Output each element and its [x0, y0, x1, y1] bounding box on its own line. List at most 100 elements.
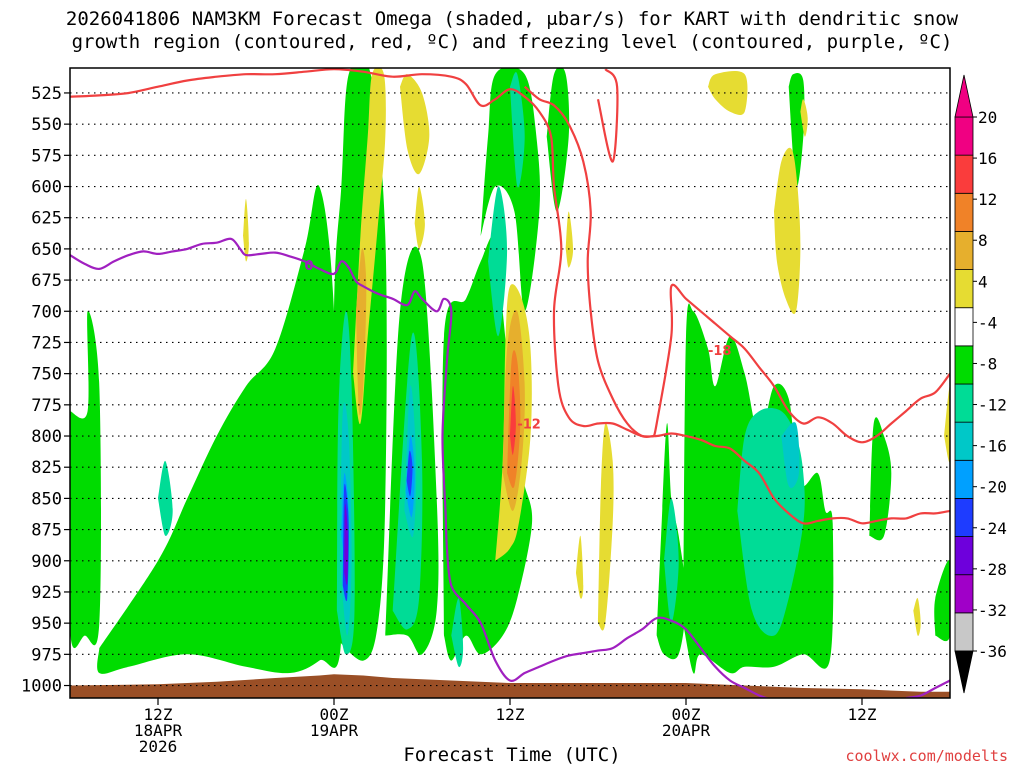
xtick-label: 2026	[139, 737, 178, 756]
omega-region-y4	[243, 198, 249, 262]
omega-region-g12	[510, 72, 525, 188]
ytick-label: 975	[31, 645, 62, 665]
chart-title-line-1: 2026041806 NAM3KM Forecast Omega (shaded…	[65, 8, 959, 30]
ytick-label: 725	[31, 333, 62, 353]
xtick-label: 20APR	[662, 721, 711, 740]
colorbar-segment	[954, 421, 974, 461]
colorbar-label: -4	[978, 313, 997, 332]
xtick-label: 00Z	[672, 705, 701, 724]
colorbar-label: 16	[978, 149, 997, 168]
contour-label: -12	[517, 418, 541, 433]
pressure-axis: 525 550 575 600 625 650 675 700 725 750 775 800 825 8…	[21, 84, 70, 697]
contour-dgz_cold3	[652, 283, 950, 444]
colorbar-label: -12	[978, 396, 1007, 415]
contour-label: 0	[305, 259, 314, 274]
ytick-label: 1000	[21, 677, 62, 697]
chart-title-line-2: growth region (contoured, red, ºC) and f…	[71, 31, 953, 53]
ytick-label: 850	[31, 489, 62, 509]
colorbar-segment	[954, 231, 974, 270]
xtick-label: 18APR	[134, 721, 183, 740]
omega-region-g28	[344, 503, 349, 585]
omega-region-y4	[414, 186, 425, 249]
colorbar-segment	[954, 459, 974, 499]
ytick-label: 550	[31, 115, 62, 135]
omega-region-g8	[97, 184, 342, 674]
omega-region-g16	[781, 422, 800, 489]
colorbar-label: 12	[978, 190, 997, 209]
ytick-label: 600	[31, 178, 62, 198]
ytick-label: 875	[31, 521, 62, 541]
colorbar-segment	[954, 383, 974, 423]
contour-freezing_tail	[905, 679, 950, 698]
contour-label: -18	[708, 344, 732, 359]
pressure-gridlines	[70, 92, 950, 687]
omega-region-g8	[70, 310, 101, 648]
xtick-label: 00Z	[320, 705, 349, 724]
ytick-label: 800	[31, 427, 62, 447]
ytick-label: 525	[31, 84, 62, 104]
terrain-fill	[70, 674, 950, 698]
ytick-label: 675	[31, 271, 62, 291]
ytick-label: 700	[31, 302, 62, 322]
colorbar-segment	[954, 574, 974, 614]
omega-region-g12	[451, 598, 464, 668]
colorbar-segment	[954, 612, 974, 652]
contour-lines: -12 -18 0	[70, 68, 950, 698]
colorbar-segment	[954, 269, 974, 309]
omega-region-g8	[442, 234, 533, 661]
ytick-label: 750	[31, 365, 62, 385]
ytick-label: 950	[31, 614, 62, 634]
ytick-label: 925	[31, 583, 62, 603]
omega-region-g8	[788, 72, 805, 188]
colorbar-segment	[954, 498, 974, 537]
colorbar-segment	[954, 192, 974, 232]
colorbar-label: -28	[978, 560, 1007, 579]
colorbar-segment	[954, 307, 974, 347]
credit-text: coolwx.com/modelts	[845, 747, 1008, 765]
omega-colorbar: 20 16 12 8 4 -4 -8 -12 -16 -20 -24 -28 -32 -36	[954, 74, 1007, 694]
omega-region-y4	[774, 147, 801, 315]
colorbar-segment	[954, 154, 974, 194]
colorbar-label: -20	[978, 478, 1007, 497]
colorbar-segment	[954, 345, 974, 385]
omega-region-y4	[944, 386, 950, 463]
colorbar-segment	[954, 116, 974, 156]
xtick-label: 12Z	[144, 705, 173, 724]
omega-region-y4	[913, 597, 921, 636]
omega-region-g8	[869, 417, 892, 541]
ytick-label: 650	[31, 240, 62, 260]
omega-region-g8	[480, 68, 541, 312]
xtick-label: 12Z	[496, 705, 525, 724]
omega-region-y4	[800, 99, 808, 137]
colorbar-label: -16	[978, 437, 1007, 456]
colorbar-label: 4	[978, 272, 988, 291]
contour-freezing	[70, 237, 770, 698]
xtick-label: 12Z	[848, 705, 877, 724]
xtick-label: 19APR	[310, 721, 359, 740]
ytick-label: 775	[31, 396, 62, 416]
contour-dgz_cold	[523, 85, 654, 439]
colorbar-over-arrow	[954, 74, 974, 118]
ytick-label: 575	[31, 146, 62, 166]
ytick-label: 900	[31, 552, 62, 572]
colorbar-label: -36	[978, 642, 1007, 661]
omega-region-y4	[708, 70, 748, 115]
colorbar-label: 8	[978, 231, 988, 250]
omega-region-g8	[934, 560, 950, 642]
contour-dgz_cold2	[596, 68, 619, 163]
colorbar-label: 20	[978, 108, 997, 127]
colorbar-label: -8	[978, 354, 997, 373]
colorbar-label: -32	[978, 601, 1007, 620]
omega-region-g12	[158, 460, 173, 537]
omega-region-y4	[576, 535, 584, 599]
contour-dgz_warm	[70, 68, 950, 525]
omega-region-g8	[546, 68, 570, 212]
ytick-label: 825	[31, 458, 62, 478]
colorbar-segment	[954, 536, 974, 576]
omega-region-y4	[400, 74, 430, 175]
x-axis-label: Forecast Time (UTC)	[403, 744, 621, 766]
colorbar-label: -24	[978, 519, 1007, 538]
omega-region-y4	[598, 423, 614, 631]
